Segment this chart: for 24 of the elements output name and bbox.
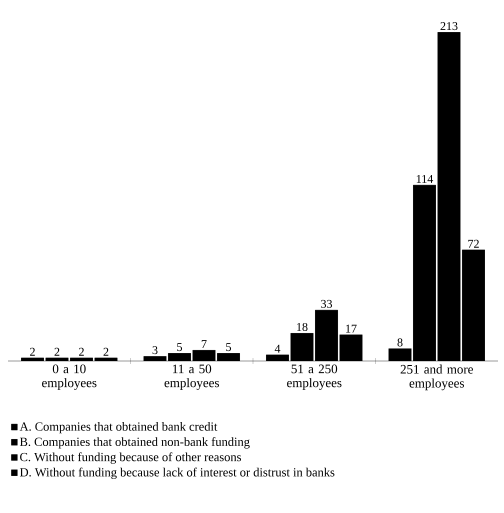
legend-label: C. Without funding because of other reasons (20, 452, 242, 464)
data-label: 33 (321, 300, 332, 308)
data-label: 2 (79, 348, 84, 356)
data-label: 5 (177, 343, 182, 352)
data-label: 7 (202, 340, 207, 348)
x-tick-label: 11 a 50 employees (164, 364, 219, 390)
data-label: 2 (54, 348, 60, 356)
x-tick-label: 51 a 250 employees (287, 364, 342, 390)
data-label: 3 (152, 346, 158, 354)
data-label: 114 (416, 174, 434, 183)
data-label: 8 (397, 338, 403, 346)
data-label: 18 (297, 322, 308, 332)
legend-label: D. Without funding because lack of interest or distrust in banks (20, 468, 334, 480)
data-label: 17 (346, 324, 357, 333)
legend-label: B. Companies that obtained non-bank funding (20, 437, 250, 449)
legend-label: A. Companies that obtained bank credit (20, 422, 218, 434)
x-tick-label: 0 a 10 employees (42, 364, 96, 390)
data-label: 213 (440, 22, 458, 30)
data-label: 72 (468, 240, 479, 248)
data-label: 5 (226, 343, 232, 352)
data-label: 2 (104, 348, 108, 356)
x-tick-label: 251 and more employees (400, 364, 473, 390)
data-label: 4 (274, 344, 280, 353)
data-label: 2 (30, 348, 35, 356)
